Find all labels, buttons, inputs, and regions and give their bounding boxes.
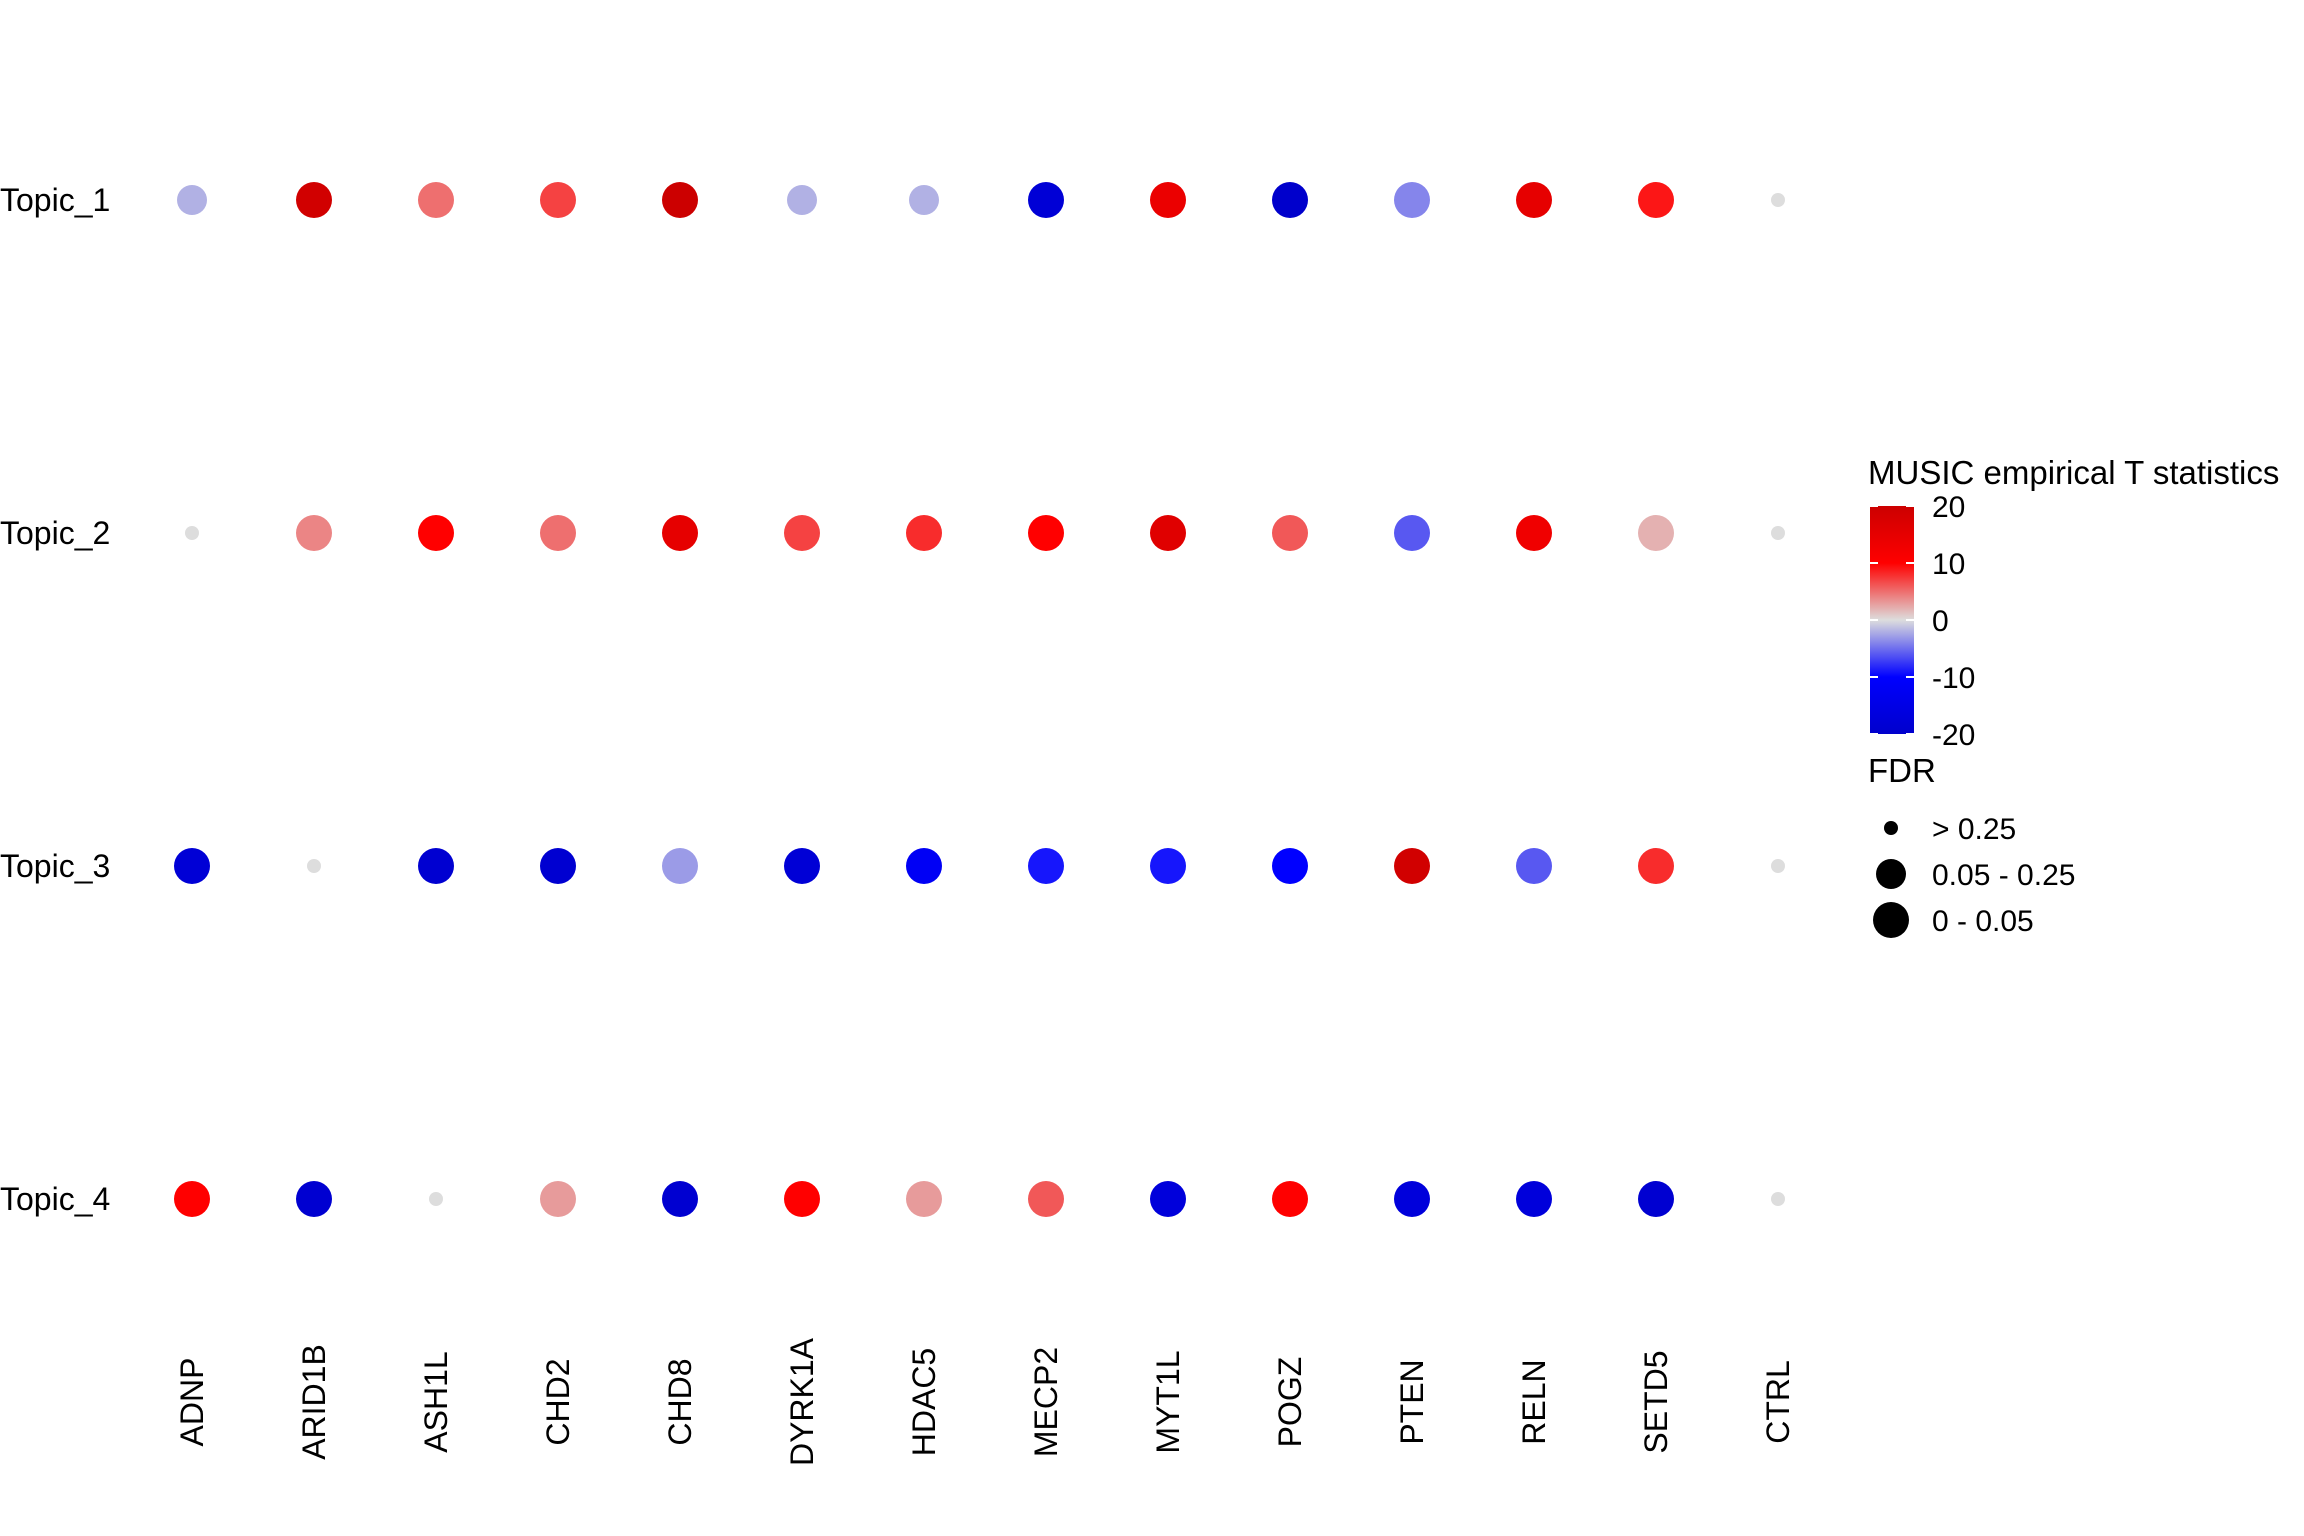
dot-topic_4-dyrk1a <box>784 1181 820 1217</box>
y-tick-label: Topic_3 <box>0 848 110 884</box>
color-legend-tick-label: 20 <box>1932 491 1965 524</box>
dot-topic_2-pten <box>1394 515 1430 551</box>
y-tick-label: Topic_2 <box>0 515 110 551</box>
dot-topic_4-myt1l <box>1150 1181 1186 1217</box>
dot-topic_1-pten <box>1394 182 1430 218</box>
size-legend-label: > 0.25 <box>1932 813 2016 846</box>
dot-topic_4-hdac5 <box>906 1181 942 1217</box>
x-tick-label: SETD5 <box>1638 1350 1674 1453</box>
dot-topic_2-pogz <box>1272 515 1308 551</box>
dot-topic_1-reln <box>1516 182 1552 218</box>
x-tick-label: ASH1L <box>418 1351 454 1452</box>
color-legend: MUSIC empirical T statistics 20 10 0 -10 -20 <box>1868 454 2279 752</box>
dot-topic_4-setd5 <box>1638 1181 1674 1217</box>
dot-topic_3-adnp <box>174 848 210 884</box>
x-tick-label: PTEN <box>1394 1359 1430 1444</box>
dot-topic_4-ash1l <box>429 1192 443 1206</box>
dot-topic_2-myt1l <box>1150 515 1186 551</box>
x-axis-labels: ADNP ARID1B ASH1L CHD2 CHD8 DYRK1A HDAC5 MECP2 M… <box>174 1337 1796 1466</box>
dot-topic_2-arid1b <box>296 515 332 551</box>
dot-topic_3-chd8 <box>662 848 698 884</box>
x-tick-label: HDAC5 <box>906 1348 942 1456</box>
dot-topic_1-ash1l <box>418 182 454 218</box>
dot-topic_1-pogz <box>1272 182 1308 218</box>
dot-topic_3-hdac5 <box>906 848 942 884</box>
dot-topic_3-arid1b <box>307 859 321 873</box>
size-legend-dot <box>1884 821 1898 835</box>
x-tick-label: RELN <box>1516 1359 1552 1444</box>
x-tick-label: POGZ <box>1272 1357 1308 1448</box>
color-legend-tick-label: -20 <box>1932 719 1975 752</box>
color-legend-tick-label: 0 <box>1932 605 1949 638</box>
x-tick-label: CTRL <box>1760 1360 1796 1444</box>
dot-topic_3-dyrk1a <box>784 848 820 884</box>
dot-topic_1-mecp2 <box>1028 182 1064 218</box>
dot-topic_2-chd2 <box>540 515 576 551</box>
dot-topic_2-ctrl <box>1771 526 1785 540</box>
dot-topic_4-ctrl <box>1771 1192 1785 1206</box>
x-tick-label: ADNP <box>174 1358 210 1447</box>
dot-topic_4-arid1b <box>296 1181 332 1217</box>
x-tick-label: CHD8 <box>662 1358 698 1445</box>
x-tick-label: CHD2 <box>540 1358 576 1445</box>
y-tick-label: Topic_1 <box>0 182 110 218</box>
size-legend-dot <box>1876 859 1906 889</box>
dot-topic_4-adnp <box>174 1181 210 1217</box>
color-legend-tick-label: 10 <box>1932 548 1965 581</box>
dot-topic_1-ctrl <box>1771 193 1785 207</box>
x-tick-label: ARID1B <box>296 1344 332 1460</box>
dot-topic_3-ctrl <box>1771 859 1785 873</box>
dot-topic_1-hdac5 <box>909 185 939 215</box>
dot-topic_3-ash1l <box>418 848 454 884</box>
dot-topic_1-adnp <box>177 185 207 215</box>
dot-topic_3-pogz <box>1272 848 1308 884</box>
dot-topic_2-ash1l <box>418 515 454 551</box>
dot-topic_1-setd5 <box>1638 182 1674 218</box>
dot-topic_3-pten <box>1394 848 1430 884</box>
dot-topic_1-chd8 <box>662 182 698 218</box>
dot-topic_2-adnp <box>185 526 199 540</box>
dot-topic_3-chd2 <box>540 848 576 884</box>
dot-topic_1-chd2 <box>540 182 576 218</box>
color-legend-tick-label: -10 <box>1932 662 1975 695</box>
size-legend: FDR > 0.25 0.05 - 0.25 0 - 0.05 <box>1868 752 2075 938</box>
dot-topic_1-dyrk1a <box>787 185 817 215</box>
size-legend-label: 0.05 - 0.25 <box>1932 859 2075 892</box>
dot-topic_1-arid1b <box>296 182 332 218</box>
x-tick-label: MYT1L <box>1150 1350 1186 1453</box>
dot-topic_2-hdac5 <box>906 515 942 551</box>
dot-layer <box>174 182 1785 1217</box>
dot-topic_4-pten <box>1394 1181 1430 1217</box>
dot-topic_4-chd8 <box>662 1181 698 1217</box>
size-legend-title: FDR <box>1868 752 1936 789</box>
dot-topic_2-chd8 <box>662 515 698 551</box>
x-tick-label: MECP2 <box>1028 1347 1064 1457</box>
dot-topic_2-setd5 <box>1638 515 1674 551</box>
y-axis-labels: Topic_1 Topic_2 Topic_3 Topic_4 <box>0 182 110 1217</box>
dot-topic_3-myt1l <box>1150 848 1186 884</box>
size-legend-items: > 0.25 0.05 - 0.25 0 - 0.05 <box>1873 813 2075 938</box>
dot-topic_2-dyrk1a <box>784 515 820 551</box>
dot-topic_4-chd2 <box>540 1181 576 1217</box>
size-legend-dot <box>1873 902 1909 938</box>
x-tick-label: DYRK1A <box>784 1337 820 1466</box>
dot-topic_2-reln <box>1516 515 1552 551</box>
dot-topic_3-setd5 <box>1638 848 1674 884</box>
dot-topic_3-mecp2 <box>1028 848 1064 884</box>
color-legend-ticks: 20 10 0 -10 -20 <box>1870 491 1975 752</box>
dot-topic_2-mecp2 <box>1028 515 1064 551</box>
dot-topic_3-reln <box>1516 848 1552 884</box>
size-legend-label: 0 - 0.05 <box>1932 905 2034 938</box>
y-tick-label: Topic_4 <box>0 1181 110 1217</box>
dot-topic_4-pogz <box>1272 1181 1308 1217</box>
dot-topic_4-reln <box>1516 1181 1552 1217</box>
dot-topic_1-myt1l <box>1150 182 1186 218</box>
color-legend-title: MUSIC empirical T statistics <box>1868 454 2279 491</box>
dot-topic_4-mecp2 <box>1028 1181 1064 1217</box>
